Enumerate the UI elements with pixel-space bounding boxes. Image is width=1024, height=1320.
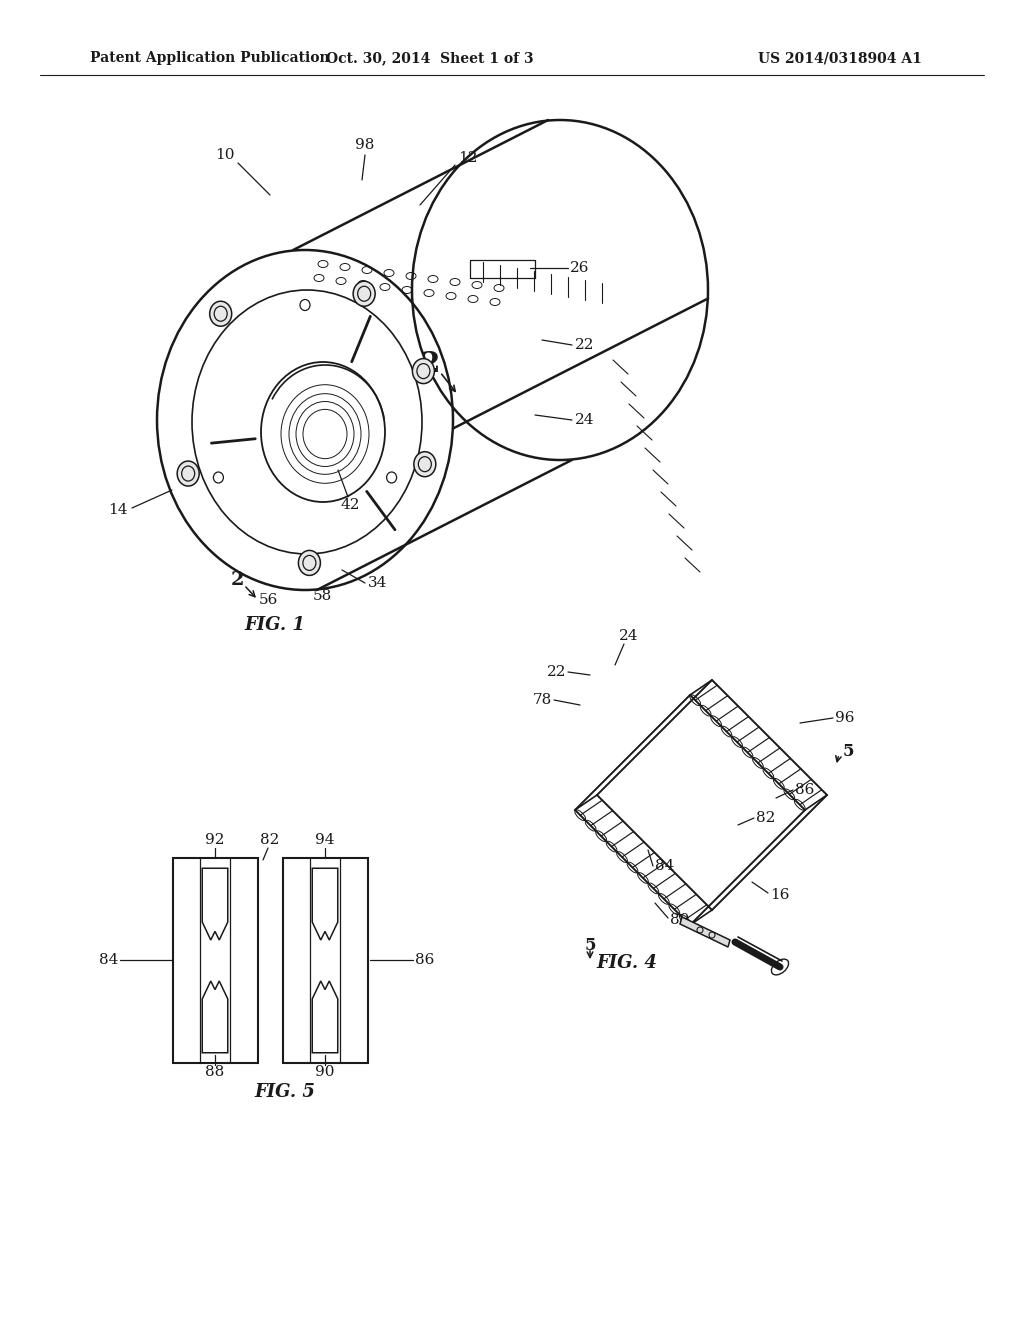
Ellipse shape [298, 550, 321, 576]
Text: 5: 5 [585, 937, 596, 954]
Text: 92: 92 [205, 833, 224, 847]
Text: Patent Application Publication: Patent Application Publication [90, 51, 330, 65]
Text: 34: 34 [368, 576, 387, 590]
Text: 86: 86 [795, 783, 814, 797]
Text: 88: 88 [206, 1065, 224, 1078]
Text: 90: 90 [315, 1065, 335, 1078]
Text: FIG. 5: FIG. 5 [255, 1082, 315, 1101]
Text: 80: 80 [670, 913, 689, 927]
Text: 84: 84 [655, 859, 675, 873]
Text: FIG. 4: FIG. 4 [597, 954, 657, 972]
Text: 82: 82 [756, 810, 775, 825]
Text: 78: 78 [532, 693, 552, 708]
Text: 84: 84 [98, 953, 118, 968]
Text: Oct. 30, 2014  Sheet 1 of 3: Oct. 30, 2014 Sheet 1 of 3 [327, 51, 534, 65]
Text: 24: 24 [620, 630, 639, 643]
Ellipse shape [353, 281, 375, 306]
Text: 58: 58 [312, 589, 332, 603]
Text: 10: 10 [215, 148, 234, 162]
Text: 22: 22 [547, 665, 566, 678]
Text: 56: 56 [258, 593, 278, 607]
Text: 94: 94 [315, 833, 335, 847]
Text: US 2014/0318904 A1: US 2014/0318904 A1 [758, 51, 922, 65]
Ellipse shape [413, 359, 434, 384]
Bar [172, 858, 257, 1063]
Text: 86: 86 [415, 953, 434, 968]
Bar [283, 858, 368, 1063]
Text: 96: 96 [835, 711, 854, 725]
Text: 2: 2 [420, 351, 439, 379]
Text: 2: 2 [230, 572, 244, 589]
Text: 12: 12 [459, 150, 478, 165]
Ellipse shape [414, 451, 436, 477]
Text: 16: 16 [770, 888, 790, 902]
Ellipse shape [210, 301, 231, 326]
Text: 5: 5 [843, 743, 854, 760]
Text: FIG. 1: FIG. 1 [245, 616, 305, 634]
Polygon shape [680, 917, 730, 946]
Text: 24: 24 [575, 413, 595, 426]
Text: 22: 22 [575, 338, 595, 352]
Text: 42: 42 [340, 498, 359, 512]
Text: 26: 26 [570, 261, 590, 275]
Text: 98: 98 [355, 139, 375, 152]
Text: 14: 14 [109, 503, 128, 517]
Text: 82: 82 [260, 833, 280, 847]
Ellipse shape [177, 461, 200, 486]
